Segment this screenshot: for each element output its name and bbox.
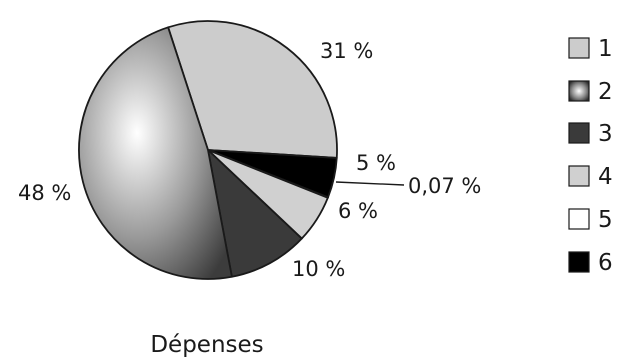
- legend-label-5: 5: [598, 207, 613, 233]
- legend-swatch-4: [568, 165, 590, 187]
- legend-item-4: 4: [568, 164, 613, 190]
- slice-label-1: 31 %: [320, 39, 373, 63]
- chart-title: Dépenses: [150, 332, 263, 358]
- legend-label-6: 6: [598, 250, 613, 276]
- legend-label-2: 2: [598, 79, 613, 105]
- legend-swatch-3: [568, 122, 590, 144]
- legend-item-2: 2: [568, 79, 613, 105]
- legend-label-4: 4: [598, 164, 613, 190]
- legend-label-3: 3: [598, 121, 613, 147]
- slice-label-2: 48 %: [18, 181, 71, 205]
- slice-label-4: 6 %: [338, 199, 378, 223]
- slice-label-5: 0,07 %: [408, 174, 481, 198]
- pie-slice-3: [207, 149, 303, 278]
- slice-label-6: 5 %: [356, 151, 396, 175]
- leader-line: [335, 181, 405, 186]
- legend-label-1: 1: [598, 36, 613, 62]
- legend-item-6: 6: [568, 250, 613, 276]
- legend: 1 2 3 4 5 6: [568, 36, 613, 276]
- legend-swatch-6: [568, 251, 590, 273]
- pie-slice-2: [78, 26, 233, 280]
- pie-slice-1: [167, 20, 338, 159]
- legend-item-1: 1: [568, 36, 613, 62]
- pie-slices: [78, 20, 338, 280]
- legend-swatch-2: [568, 80, 590, 102]
- legend-item-5: 5: [568, 207, 613, 233]
- slice-label-3: 10 %: [292, 257, 345, 281]
- legend-item-3: 3: [568, 121, 613, 147]
- legend-swatch-1: [568, 37, 590, 59]
- legend-swatch-5: [568, 208, 590, 230]
